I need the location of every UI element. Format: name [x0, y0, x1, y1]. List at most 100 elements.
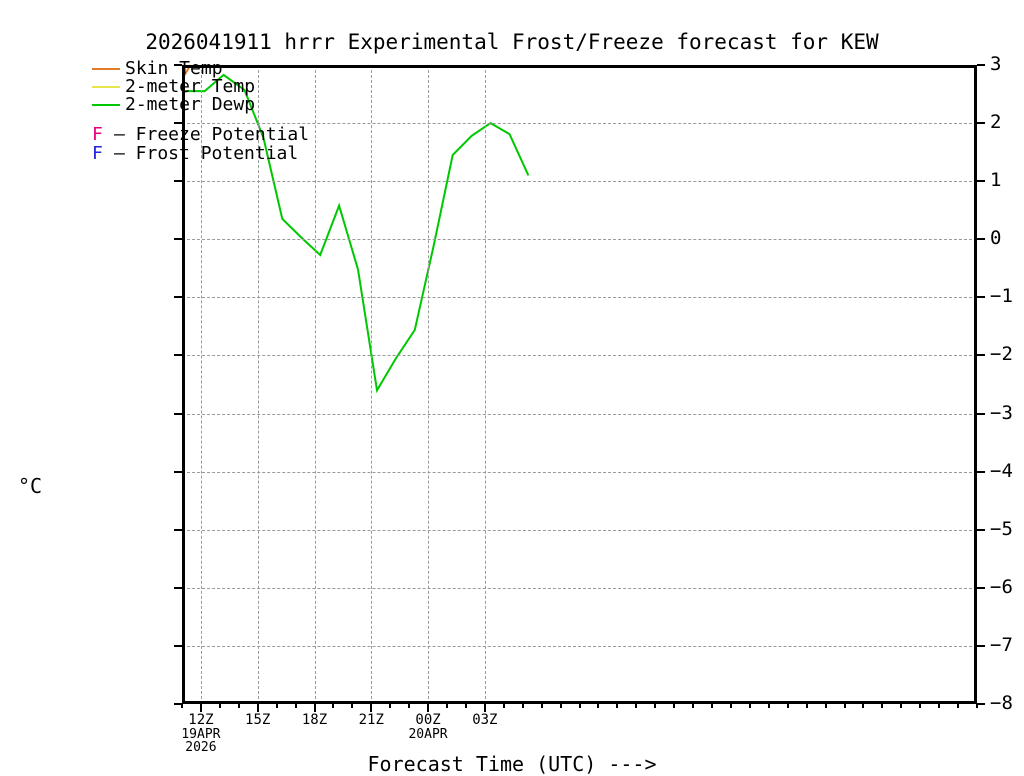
x-tick-minor: [521, 704, 524, 708]
y-tick-label-right: −3: [990, 401, 1013, 424]
x-tick-minor: [767, 704, 770, 708]
y-tick-left: [174, 180, 182, 183]
legend-letter-marker: F: [92, 124, 103, 145]
x-tick-major: [256, 704, 259, 712]
x-tick-date: 19APR: [181, 726, 221, 742]
gridline-horizontal: [182, 297, 977, 299]
x-tick-minor: [540, 704, 543, 708]
x-tick-time: 21Z: [358, 712, 384, 728]
legend-item: F — Frost Potential: [92, 143, 432, 164]
y-tick-right: [977, 354, 985, 357]
legend-label: 2-meter Dewp: [125, 94, 256, 115]
x-axis-title: Forecast Time (UTC) --->: [367, 752, 657, 776]
y-tick-left: [174, 354, 182, 357]
y-tick-left: [174, 644, 182, 647]
y-tick-left: [174, 296, 182, 299]
x-tick-time: 18Z: [301, 712, 328, 728]
x-tick-minor: [218, 704, 221, 708]
x-tick-minor: [181, 704, 183, 708]
gridline-horizontal: [182, 645, 977, 647]
gridline-vertical: [200, 65, 202, 704]
x-tick-minor: [692, 704, 695, 708]
x-tick-minor: [748, 704, 751, 708]
y-tick-label-right: 3: [990, 53, 1002, 75]
x-axis: [182, 701, 977, 704]
x-tick-minor: [805, 704, 808, 708]
legend-label: — Freeze Potential: [114, 124, 310, 145]
gridline-horizontal: [182, 471, 977, 473]
gridline-horizontal: [182, 239, 977, 241]
legend: Skin Temp 2-meter Temp 2-meter Dewp F — Free…: [92, 58, 432, 164]
legend-color-swatch: [92, 104, 120, 106]
legend-label: 2-meter Temp: [125, 76, 256, 97]
gridline-vertical: [428, 65, 430, 704]
x-tick-minor: [957, 704, 960, 708]
y-tick-right: [977, 470, 985, 473]
x-tick-minor: [711, 704, 713, 708]
x-tick-minor: [938, 704, 941, 708]
y-axis-title: °C: [18, 474, 43, 498]
x-tick-minor: [616, 704, 619, 708]
y-tick-label-right: 1: [990, 169, 1002, 192]
x-tick-minor: [900, 704, 903, 708]
x-tick-minor: [881, 704, 884, 708]
gridline-horizontal: [182, 181, 977, 183]
gridline-horizontal: [182, 123, 977, 125]
x-tick-minor: [502, 704, 505, 708]
x-tick-minor: [673, 704, 676, 708]
x-tick-time: 00Z: [415, 712, 441, 728]
x-tick-minor: [332, 704, 335, 708]
y-tick-label-right: −8: [990, 692, 1013, 714]
x-tick-minor: [597, 704, 600, 708]
legend-item: 2-meter Dewp: [92, 94, 432, 115]
x-tick-label: 15Z: [198, 713, 318, 728]
x-tick-minor: [635, 704, 638, 708]
y-tick-right: [977, 238, 985, 241]
x-tick-year: 2026: [185, 740, 217, 756]
x-tick-minor: [843, 704, 846, 708]
x-tick-minor: [464, 704, 467, 708]
x-tick-time: 03Z: [472, 712, 498, 728]
axis-top: [182, 65, 977, 68]
x-tick-label: 03Z: [425, 713, 545, 728]
x-tick-minor: [237, 704, 240, 708]
x-tick-major: [313, 704, 316, 712]
y-tick-right: [977, 180, 985, 183]
x-tick-label: 21Z: [311, 713, 431, 728]
y-tick-label-right: −6: [990, 575, 1013, 598]
legend-color-swatch: [92, 86, 120, 88]
x-tick-minor: [578, 704, 581, 708]
y-tick-label-right: −5: [990, 517, 1013, 540]
x-tick-minor: [389, 704, 392, 708]
legend-label: Skin Temp: [125, 58, 223, 79]
legend-item: Skin Temp: [92, 58, 432, 79]
y-tick-left: [174, 703, 182, 705]
x-tick-minor: [976, 704, 978, 708]
y-tick-right: [977, 122, 985, 125]
series-line: [182, 73, 530, 394]
gridline-horizontal: [182, 529, 977, 531]
x-tick-minor: [275, 704, 278, 708]
legend-letter-marker: F: [92, 143, 103, 164]
y-tick-label-right: 2: [990, 111, 1002, 134]
legend-label: — Frost Potential: [114, 143, 299, 164]
gridline-vertical: [484, 65, 486, 704]
legend-item: F — Freeze Potential: [92, 124, 432, 145]
y-tick-left: [174, 586, 182, 589]
y-tick-label-right: −7: [990, 633, 1013, 656]
y-tick-left: [174, 122, 182, 125]
x-tick-minor: [446, 704, 448, 708]
x-tick-label: 00Z 20APR: [368, 713, 488, 741]
gridline-vertical: [314, 65, 316, 704]
x-tick-major: [370, 704, 373, 712]
x-tick-label: 18Z: [255, 713, 375, 728]
x-tick-minor: [824, 704, 827, 708]
x-tick-date: 20APR: [408, 726, 448, 742]
y-tick-left: [174, 412, 182, 415]
y-tick-left: [174, 528, 182, 531]
x-tick-time: 15Z: [245, 712, 271, 728]
x-tick-minor: [351, 704, 354, 708]
x-tick-minor: [654, 704, 657, 708]
x-tick-minor: [729, 704, 732, 708]
